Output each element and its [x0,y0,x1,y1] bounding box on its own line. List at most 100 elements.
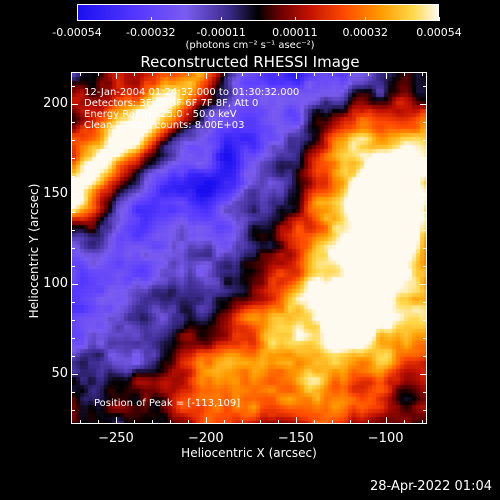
annotation-energy-range: Energy Range: 25.0 - 50.0 keV [84,109,237,120]
x-minor-tick [79,72,81,76]
y-axis-label: Heliocentric Y (arcsec) [27,183,41,319]
y-tick-mark [71,194,78,196]
x-minor-tick [223,420,225,424]
x-minor-tick [97,420,99,424]
x-minor-tick [259,420,261,424]
y-tick-mark [71,104,78,106]
colorbar-tick-mark [77,17,78,21]
y-minor-tick [423,301,427,303]
x-minor-tick [151,72,153,76]
colorbar-tick-label: -0.00054 [52,26,102,39]
x-tick-mark [115,417,117,424]
x-tick-mark [205,72,207,79]
x-minor-tick [133,72,135,76]
x-tick-label: −250 [98,431,134,446]
x-minor-tick [349,420,351,424]
x-minor-tick [367,72,369,76]
x-minor-tick [331,420,333,424]
colorbar [77,4,439,21]
annotation-clean-counts: Clean Total counts: 8.00E+03 [84,120,245,131]
y-minor-tick [423,409,427,411]
colorbar-tick-label: -0.00032 [126,26,176,39]
y-tick-mark [420,283,427,285]
y-minor-tick [71,176,75,178]
annotation-detectors: Detectors: 3F 4F 5F 6F 7F 8F, Att 0 [84,98,259,109]
y-minor-tick [71,391,75,393]
x-tick-label: −150 [277,431,314,446]
y-minor-tick [423,158,427,160]
y-tick-label: 100 [43,275,68,291]
colorbar-tick-label: 0.00054 [416,26,462,39]
y-minor-tick [71,409,75,411]
footer-timestamp: 28-Apr-2022 01:04 [370,479,492,494]
y-minor-tick [71,355,75,357]
x-minor-tick [403,420,405,424]
x-minor-tick [331,72,333,76]
x-minor-tick [277,72,279,76]
x-minor-tick [169,72,171,76]
y-minor-tick [423,122,427,124]
y-minor-tick [71,230,75,232]
y-minor-tick [71,337,75,339]
x-tick-mark [115,72,117,79]
colorbar-tick-label: -0.00011 [196,26,246,39]
x-minor-tick [349,72,351,76]
y-minor-tick [71,248,75,249]
y-tick-label: 200 [43,96,68,112]
colorbar-tick-mark [294,17,296,21]
y-minor-tick [71,86,75,88]
colorbar-tick-mark [439,17,440,21]
x-minor-tick [79,420,81,424]
y-minor-tick [71,301,75,303]
heatmap-image [72,73,426,423]
colorbar-tick-mark [221,17,223,21]
colorbar-tick-label: 0.00011 [272,26,318,39]
x-tick-mark [295,417,297,424]
x-minor-tick [259,72,261,76]
y-minor-tick [71,212,75,214]
x-tick-mark [205,417,207,424]
x-minor-tick [421,420,423,424]
x-tick-mark [295,72,297,79]
x-minor-tick [367,420,369,424]
y-tick-mark [420,194,427,196]
x-axis-label: Heliocentric X (arcsec) [181,446,317,460]
y-minor-tick [423,212,427,214]
annotation-time-range: 12-Jan-2004 01:24:32.000 to 01:30:32.000 [84,87,300,98]
y-minor-tick [423,319,427,321]
y-minor-tick [71,319,75,321]
x-minor-tick [421,72,423,76]
x-minor-tick [313,72,315,76]
colorbar-tick-mark [150,17,152,21]
x-minor-tick [97,72,99,76]
chart-title: Reconstructed RHESSI Image [140,53,360,71]
y-minor-tick [71,265,75,267]
y-minor-tick [423,248,427,249]
y-tick-mark [420,104,427,106]
x-minor-tick [241,72,243,76]
y-minor-tick [71,158,75,160]
y-minor-tick [423,391,427,393]
x-minor-tick [403,72,405,76]
x-minor-tick [223,72,225,76]
colorbar-tick-mark [365,17,367,21]
y-tick-label: 50 [51,365,68,381]
y-tick-mark [420,373,427,375]
x-minor-tick [241,420,243,424]
y-minor-tick [423,230,427,232]
x-tick-label: −100 [367,431,404,446]
colorbar-units: (photons cm⁻² s⁻¹ asec⁻²) [185,40,315,51]
x-minor-tick [187,420,189,424]
x-minor-tick [151,420,153,424]
x-minor-tick [169,420,171,424]
colorbar-gradient [78,5,438,20]
x-minor-tick [313,420,315,424]
y-minor-tick [423,86,427,88]
x-tick-label: −200 [187,431,224,446]
x-minor-tick [187,72,189,76]
x-tick-mark [385,417,387,424]
y-minor-tick [423,355,427,357]
plot-area: 12-Jan-2004 01:24:32.000 to 01:30:32.000… [71,72,427,424]
y-minor-tick [423,140,427,142]
annotation-peak-position: Position of Peak = [-113,109] [94,398,241,409]
